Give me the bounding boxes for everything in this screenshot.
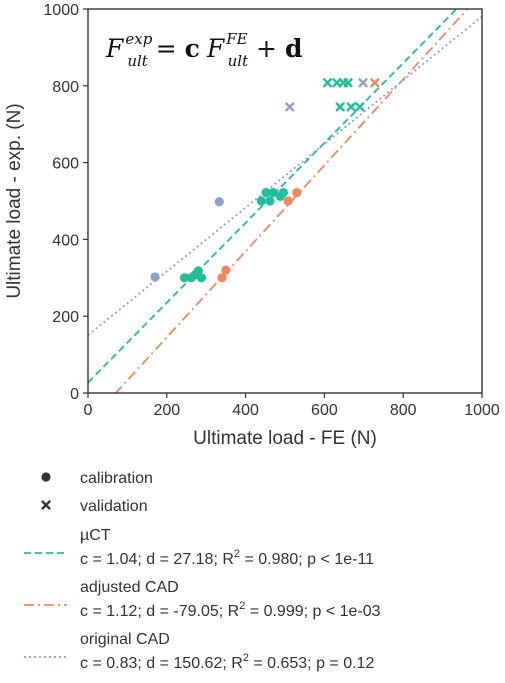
calibration-point-0-3	[193, 266, 203, 276]
formula-lhs-sup: exp	[125, 30, 152, 48]
legend-series-name-0: µCT	[80, 527, 111, 544]
y-tick-label-3: 600	[52, 156, 79, 173]
calibration-point-0-4	[196, 273, 207, 283]
formula-lhs-sub: ult	[127, 52, 148, 70]
validation-point-0-6	[355, 102, 365, 112]
validation-cross	[358, 78, 368, 88]
legend-series-stats-2: c = 0.83; d = 150.62; R2 = 0.653; p = 0.…	[80, 652, 374, 672]
fit-line-1	[114, 9, 469, 393]
validation-point-0-5	[346, 102, 356, 112]
y-axis-label: Ultimate load - exp. (N)	[4, 103, 25, 298]
x-tick-label-0: 0	[84, 402, 93, 419]
formula-rhs-base: F	[206, 34, 226, 63]
plot-frame	[87, 8, 483, 394]
calibration-point-1-3	[292, 187, 302, 198]
validation-cross	[346, 102, 356, 112]
legend-stats-post: = 0.999; p < 1e-03	[245, 603, 380, 620]
legend-stats-sup: 2	[234, 548, 240, 560]
y-tick-label-0: 0	[70, 386, 79, 403]
legend-series-name-1: adjusted CAD	[80, 579, 179, 596]
legend-series-stats-0: c = 1.04; d = 27.18; R2 = 0.980; p < 1e-…	[80, 548, 374, 568]
validation-point-1-0	[370, 78, 380, 88]
validation-point-0-1	[332, 78, 342, 88]
validation-cross	[285, 102, 295, 112]
calibration-point-1-2	[283, 196, 293, 206]
calibration-point-2-1	[214, 197, 224, 207]
formula-lhs-base: F	[105, 34, 125, 63]
formula-coef: c	[185, 34, 200, 63]
y-tick-label-2: 400	[52, 232, 79, 249]
fit-line-0	[88, 9, 458, 384]
validation-cross	[370, 78, 380, 88]
calibration-point-1-0	[217, 273, 227, 283]
x-tick-label-3: 600	[311, 402, 338, 419]
validation-cross	[332, 78, 342, 88]
legend-stats-pre: c = 0.83; d = 150.62; R	[80, 655, 243, 672]
validation-point-2-1	[358, 78, 368, 88]
data-points	[150, 78, 380, 283]
legend-validation-marker	[41, 500, 51, 510]
validation-cross	[355, 102, 365, 112]
formula-plus: +	[248, 34, 285, 63]
validation-cross	[335, 102, 345, 112]
validation-point-0-0	[322, 78, 333, 88]
x-tick-label-1: 200	[153, 402, 180, 419]
calibration-point-1-1	[221, 265, 231, 275]
formula-rhs-sup: FE	[225, 30, 247, 48]
formula-equals: =	[148, 34, 185, 63]
validation-point-0-3	[343, 78, 353, 88]
validation-point-0-4	[335, 102, 345, 112]
legend-series-name-2: original CAD	[80, 631, 170, 648]
calibration-point-0-0	[179, 273, 190, 283]
y-tick-label-4: 800	[52, 79, 79, 96]
validation-cross	[343, 78, 353, 88]
legend-stats-post: = 0.653; p = 0.12	[249, 655, 375, 672]
formula-offset: d	[285, 34, 302, 63]
calibration-point-0-5	[256, 196, 266, 206]
fit-lines	[88, 9, 482, 393]
calibration-point-0-7	[265, 196, 275, 206]
validation-point-2-0	[285, 102, 295, 112]
calibration-point-2-0	[150, 272, 160, 282]
legend-stats-pre: c = 1.12; d = -79.05; R	[80, 603, 239, 620]
x-tick-label-5: 1000	[464, 402, 500, 419]
x-axis-label: Ultimate load - FE (N)	[193, 428, 377, 449]
calibration-point-0-8	[268, 187, 278, 198]
y-tick-label-5: 1000	[43, 2, 79, 19]
legend-series-stats-1: c = 1.12; d = -79.05; R2 = 0.999; p < 1e…	[80, 600, 381, 620]
legend-circle-label: calibration	[80, 470, 153, 487]
y-tick-label-1: 200	[52, 309, 79, 326]
legend-stats-post: = 0.980; p < 1e-11	[240, 551, 374, 568]
axis-ticks: 0 200 400 600 800 1000 0 200 400 600 800 1000	[43, 2, 499, 419]
calibration-point-0-10	[278, 187, 289, 198]
legend-stats-pre: c = 1.04; d = 27.18; R	[80, 551, 234, 568]
legend-calibration-marker	[41, 472, 51, 482]
formula-rhs-sub: ult	[228, 52, 249, 70]
x-tick-label-4: 800	[390, 402, 417, 419]
legend-x-label: validation	[80, 498, 148, 515]
legend-stats-sup: 2	[239, 600, 245, 612]
legend-stats-sup: 2	[243, 652, 249, 664]
calibration-point-0-6	[261, 187, 271, 198]
x-tick-label-2: 400	[232, 402, 259, 419]
validation-cross	[322, 78, 333, 88]
legend: calibration validation µCT c = 1.04; d = 27…	[24, 470, 381, 672]
